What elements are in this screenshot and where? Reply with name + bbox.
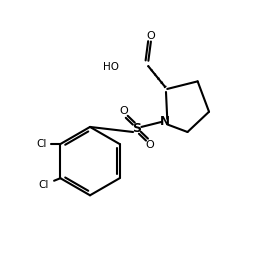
Text: S: S <box>132 122 141 135</box>
Text: Cl: Cl <box>39 180 49 190</box>
Text: O: O <box>120 106 129 116</box>
Text: O: O <box>145 140 154 150</box>
Text: O: O <box>146 31 155 41</box>
Text: Cl: Cl <box>36 139 47 149</box>
Text: HO: HO <box>103 62 119 72</box>
Text: N: N <box>160 115 170 128</box>
